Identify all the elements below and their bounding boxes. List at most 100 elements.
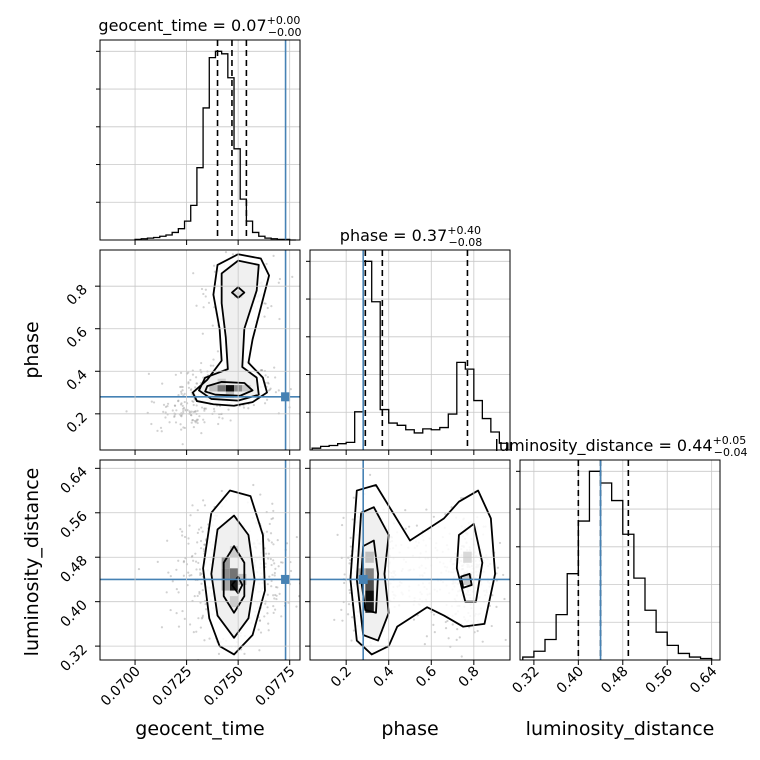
sample-point xyxy=(416,614,419,617)
density-cell xyxy=(221,568,230,580)
histogram-luminosity-distance xyxy=(522,470,713,660)
sample-point xyxy=(194,560,198,563)
sample-point xyxy=(404,527,407,530)
density-cell xyxy=(365,568,374,580)
sample-point xyxy=(268,539,271,542)
sample-point xyxy=(189,378,192,382)
sample-point xyxy=(182,559,186,563)
sample-point xyxy=(166,405,169,408)
sample-point xyxy=(368,473,372,477)
sample-point xyxy=(137,567,141,571)
sample-point xyxy=(277,389,280,392)
sample-point xyxy=(159,426,163,429)
sample-point xyxy=(173,404,177,407)
sample-point xyxy=(192,272,195,275)
sample-point xyxy=(187,386,191,389)
y-tick-label: 0.6 xyxy=(64,324,91,351)
sample-point xyxy=(196,409,199,412)
sample-point xyxy=(198,415,201,418)
truth-marker xyxy=(281,574,291,584)
sample-point xyxy=(182,409,185,413)
sample-point xyxy=(184,557,187,560)
sample-point xyxy=(182,406,186,409)
panel-frame xyxy=(99,249,301,451)
sample-point xyxy=(263,615,266,618)
sample-point xyxy=(203,504,207,507)
sample-point xyxy=(341,619,344,622)
sample-point xyxy=(202,418,205,421)
sample-point xyxy=(198,590,201,594)
sample-point xyxy=(196,594,199,598)
sample-point xyxy=(451,623,454,626)
x-tick-label: 0.6 xyxy=(413,663,440,690)
title-minus: −0.04 xyxy=(714,446,748,459)
sample-point xyxy=(175,611,178,615)
sample-point xyxy=(287,601,290,604)
sample-point xyxy=(265,530,269,533)
sample-point xyxy=(274,608,277,611)
density-cell xyxy=(225,385,235,392)
sample-point xyxy=(171,409,174,412)
sample-point xyxy=(195,568,198,571)
sample-point xyxy=(186,584,189,587)
sample-point xyxy=(259,493,262,496)
sample-point xyxy=(192,426,195,429)
sample-point xyxy=(194,410,197,413)
x-tick-label: 0.4 xyxy=(370,663,397,690)
y-tick-label: 0.8 xyxy=(64,282,91,309)
truth-marker xyxy=(281,392,291,402)
sample-point xyxy=(460,497,463,500)
sample-point xyxy=(204,295,207,298)
sample-point xyxy=(200,526,203,529)
sample-point xyxy=(247,407,250,410)
sample-point xyxy=(188,574,191,577)
sample-point xyxy=(456,628,459,631)
sample-point xyxy=(171,580,174,583)
sample-point xyxy=(267,382,270,385)
panel-geocent-time-vs-luminosity-distance xyxy=(100,460,300,660)
title-plus: +0.40 xyxy=(447,224,481,237)
sample-point xyxy=(212,264,216,267)
sample-point xyxy=(175,588,178,591)
sample-point xyxy=(271,502,274,505)
sample-point xyxy=(184,408,187,411)
density-cell xyxy=(365,601,374,613)
x-tick-label: 0.0700 xyxy=(98,664,144,710)
sample-point xyxy=(199,539,203,543)
sample-point xyxy=(177,394,180,397)
ylabel-phase: phase xyxy=(21,321,43,378)
sample-point xyxy=(423,642,426,646)
sample-point xyxy=(180,402,183,405)
sample-point xyxy=(183,400,186,404)
sample-point xyxy=(187,571,190,574)
sample-point xyxy=(180,415,183,418)
sample-point xyxy=(200,361,203,365)
sample-point xyxy=(229,419,232,422)
sample-point xyxy=(350,639,353,642)
sample-point xyxy=(179,528,182,531)
sample-point xyxy=(147,372,150,375)
sample-point xyxy=(189,388,192,392)
sample-point xyxy=(263,315,266,318)
sample-point xyxy=(177,591,180,594)
sample-point xyxy=(218,416,221,419)
sample-point xyxy=(199,601,202,604)
sample-point xyxy=(433,631,436,634)
sample-point xyxy=(183,535,187,539)
sample-point xyxy=(270,579,273,583)
sample-point xyxy=(273,366,276,369)
sample-point xyxy=(266,375,270,379)
sample-point xyxy=(189,411,192,414)
sample-point xyxy=(272,254,275,257)
density-cell xyxy=(209,385,218,392)
sample-point xyxy=(204,602,207,606)
sample-point xyxy=(260,369,264,372)
sample-point xyxy=(252,403,255,407)
sample-point xyxy=(180,428,183,431)
panel-frame xyxy=(309,459,511,661)
sample-point xyxy=(188,410,191,413)
sample-point xyxy=(343,581,346,585)
sample-point xyxy=(270,305,273,308)
sample-point xyxy=(267,389,270,392)
sample-point xyxy=(196,421,199,425)
